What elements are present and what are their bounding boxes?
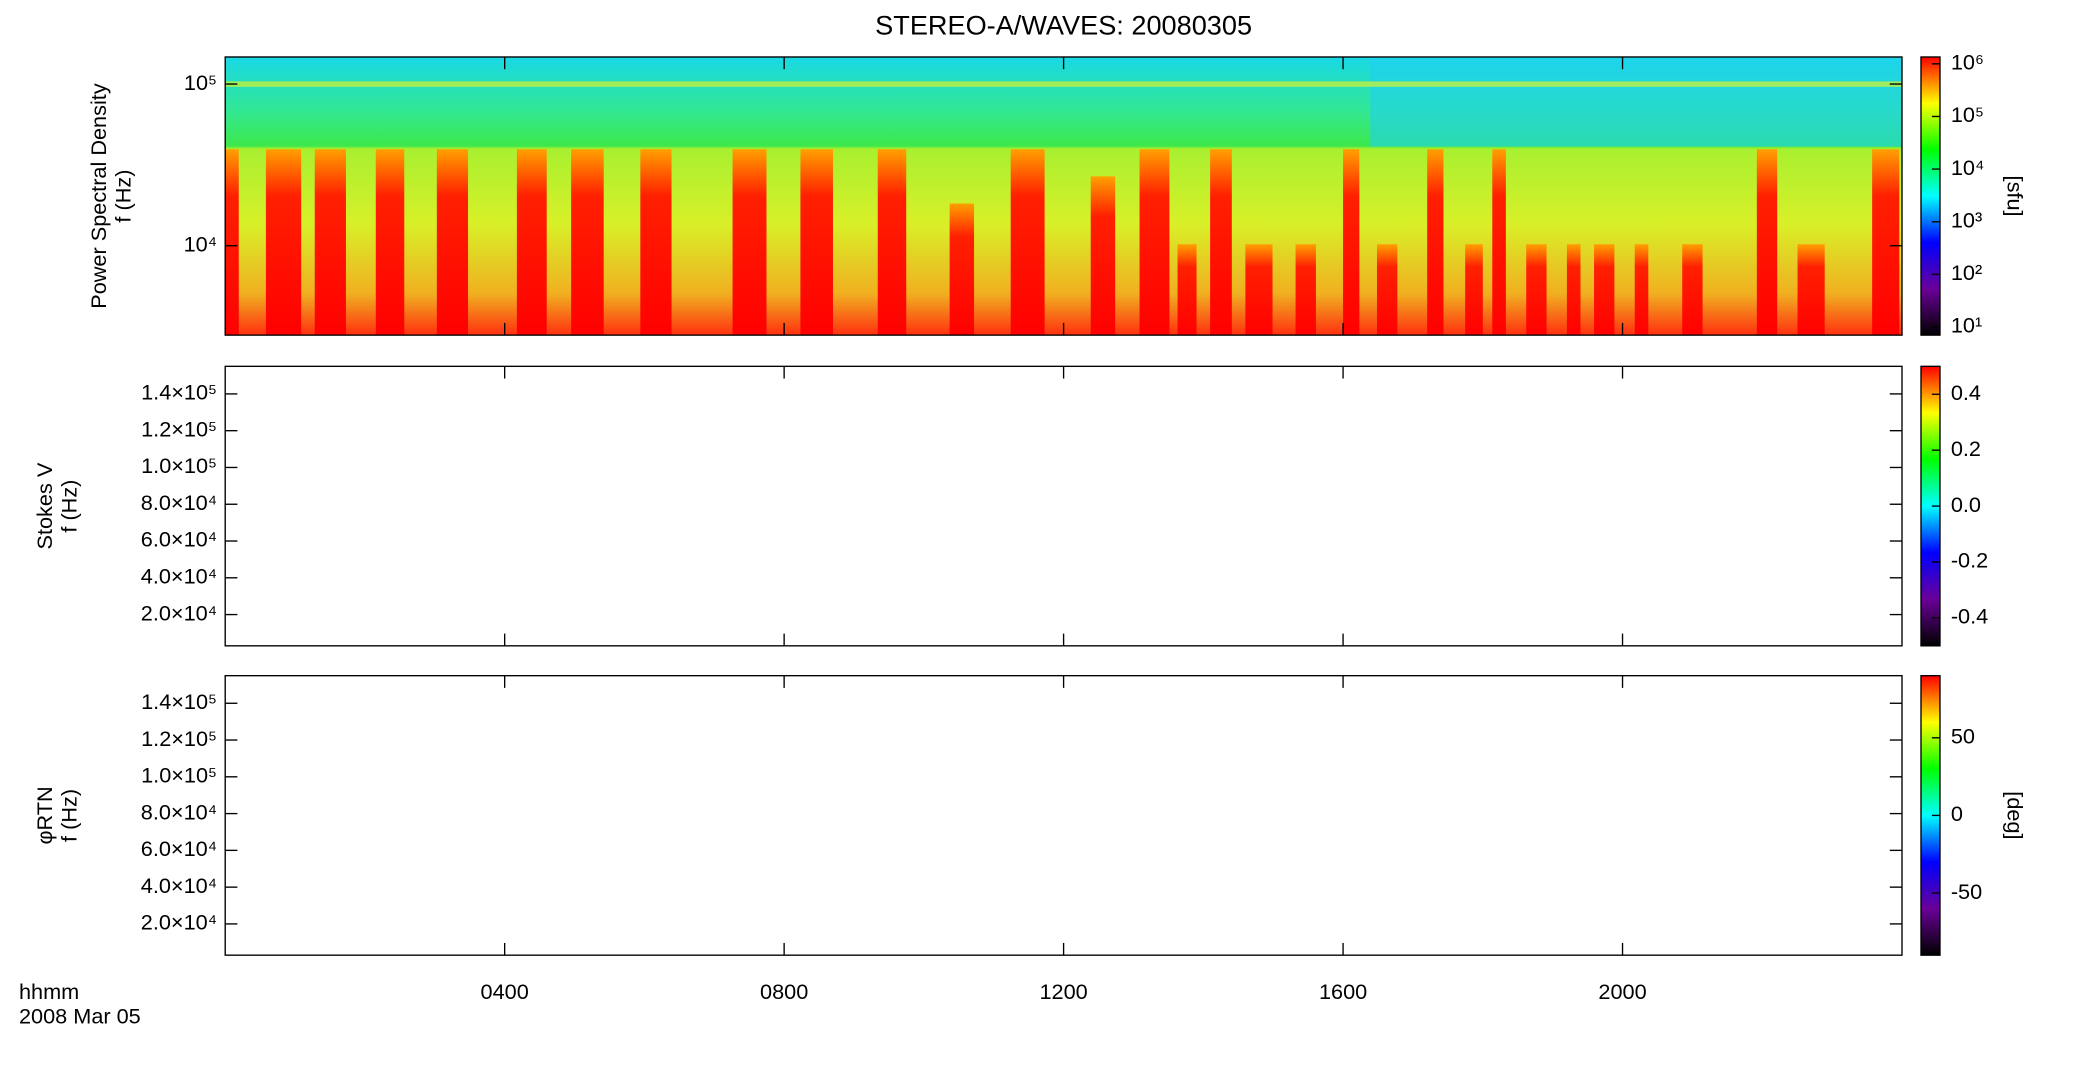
y-tick-label: 10⁵ bbox=[184, 70, 217, 95]
x-tick-label: 1200 bbox=[1039, 979, 1087, 1004]
colorbar-tick-label: 0.4 bbox=[1951, 380, 1981, 405]
y-tick-label: 1.0×10⁵ bbox=[141, 763, 217, 788]
y-tick-label: 6.0×10⁴ bbox=[141, 527, 217, 552]
y-axis-label: Stokes V bbox=[32, 462, 57, 549]
colorbar-tick-label: 0 bbox=[1951, 801, 1963, 826]
y-axis-label: Power Spectral Density bbox=[86, 83, 111, 309]
x-tick-label: 0400 bbox=[481, 979, 529, 1004]
colorbar-label: [deg] bbox=[2003, 791, 2028, 839]
colorbar-tick-label: 10² bbox=[1951, 260, 1982, 285]
y-tick-label: 8.0×10⁴ bbox=[141, 799, 217, 824]
x-tick-label: 0800 bbox=[760, 979, 808, 1004]
colorbar-tick-label: 10¹ bbox=[1951, 313, 1982, 338]
colorbar-tick-label: 0.0 bbox=[1951, 492, 1981, 517]
colorbar bbox=[1920, 56, 1941, 336]
colorbar-tick-label: -50 bbox=[1951, 879, 1982, 904]
y-tick-label: 2.0×10⁴ bbox=[141, 600, 217, 625]
y-tick-label: 1.2×10⁵ bbox=[141, 416, 217, 441]
y-tick-label: 1.2×10⁵ bbox=[141, 726, 217, 751]
colorbar-tick-label: 50 bbox=[1951, 724, 1975, 749]
y-tick-label: 10⁴ bbox=[184, 231, 217, 256]
spectrogram-image bbox=[225, 56, 1903, 336]
y-axis-label: f (Hz) bbox=[111, 170, 136, 223]
y-tick-label: 1.0×10⁵ bbox=[141, 453, 217, 478]
colorbar-tick-label: -0.4 bbox=[1951, 604, 1988, 629]
colorbar-tick-label: 10⁵ bbox=[1951, 102, 1984, 127]
y-tick-label: 1.4×10⁵ bbox=[141, 689, 217, 714]
x-axis-label: 2008 Mar 05 bbox=[19, 1003, 141, 1028]
chart-title: STEREO-A/WAVES: 20080305 bbox=[875, 9, 1252, 40]
x-axis-label: hhmm bbox=[19, 979, 79, 1004]
colorbar-tick-label: 10⁴ bbox=[1951, 155, 1984, 180]
y-tick-label: 2.0×10⁴ bbox=[141, 910, 217, 935]
colorbar-tick-label: 10³ bbox=[1951, 207, 1982, 232]
colorbar-tick-label: -0.2 bbox=[1951, 548, 1988, 573]
x-tick-label: 2000 bbox=[1598, 979, 1646, 1004]
y-axis-label: f (Hz) bbox=[56, 789, 81, 842]
plot-frame bbox=[224, 675, 1903, 956]
y-tick-label: 6.0×10⁴ bbox=[141, 836, 217, 861]
y-tick-label: 4.0×10⁴ bbox=[141, 873, 217, 898]
y-tick-label: 1.4×10⁵ bbox=[141, 380, 217, 405]
y-axis-label: f (Hz) bbox=[56, 480, 81, 533]
y-axis-label: φRTN bbox=[32, 786, 57, 844]
y-tick-label: 4.0×10⁴ bbox=[141, 564, 217, 589]
plot-frame bbox=[224, 365, 1903, 647]
colorbar-tick-label: 0.2 bbox=[1951, 436, 1981, 461]
y-tick-label: 8.0×10⁴ bbox=[141, 490, 217, 515]
colorbar-label: [sfu] bbox=[2003, 176, 2028, 217]
x-tick-label: 1600 bbox=[1319, 979, 1367, 1004]
colorbar-tick-label: 10⁶ bbox=[1951, 50, 1984, 75]
